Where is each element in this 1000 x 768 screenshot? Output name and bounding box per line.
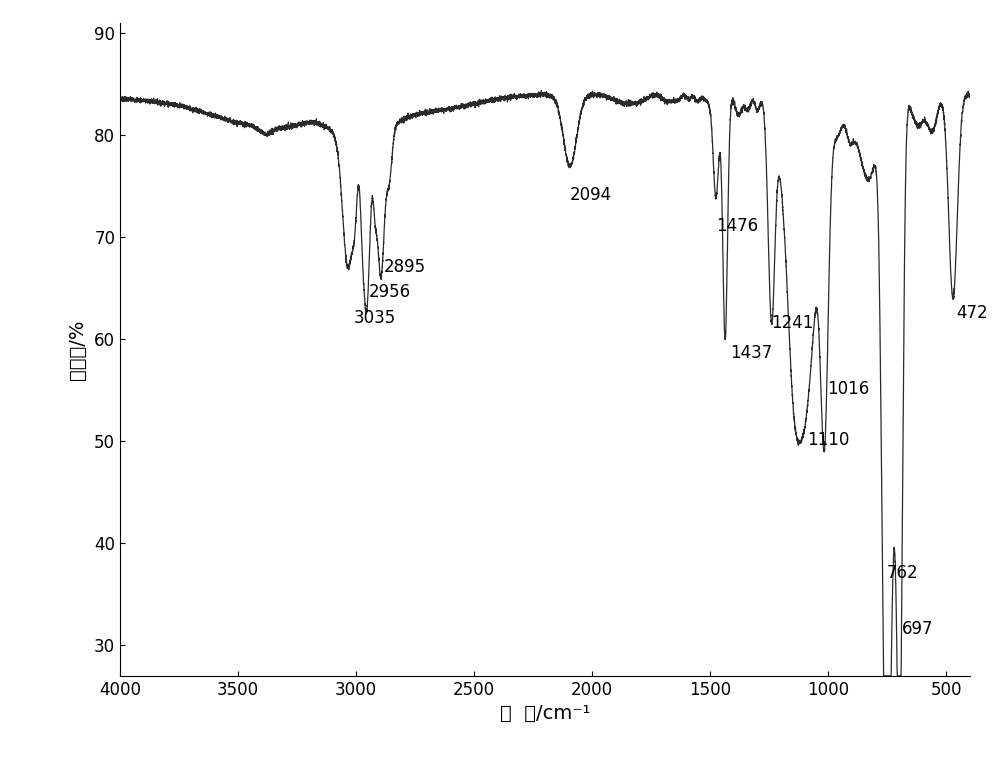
Text: 1016: 1016 (827, 380, 869, 398)
Text: 1476: 1476 (716, 217, 758, 235)
Text: 2895: 2895 (383, 257, 425, 276)
Text: 2956: 2956 (369, 283, 411, 301)
Text: 1110: 1110 (807, 431, 849, 449)
X-axis label: 波  数/cm⁻¹: 波 数/cm⁻¹ (500, 704, 590, 723)
Text: 697: 697 (902, 620, 933, 637)
Text: 762: 762 (886, 564, 918, 581)
Text: 1241: 1241 (771, 314, 814, 332)
Text: 472: 472 (956, 303, 988, 322)
Text: 2094: 2094 (570, 186, 612, 204)
Y-axis label: 透光率/%: 透光率/% (68, 319, 87, 379)
Text: 1437: 1437 (730, 344, 773, 362)
Text: 3035: 3035 (354, 309, 396, 326)
